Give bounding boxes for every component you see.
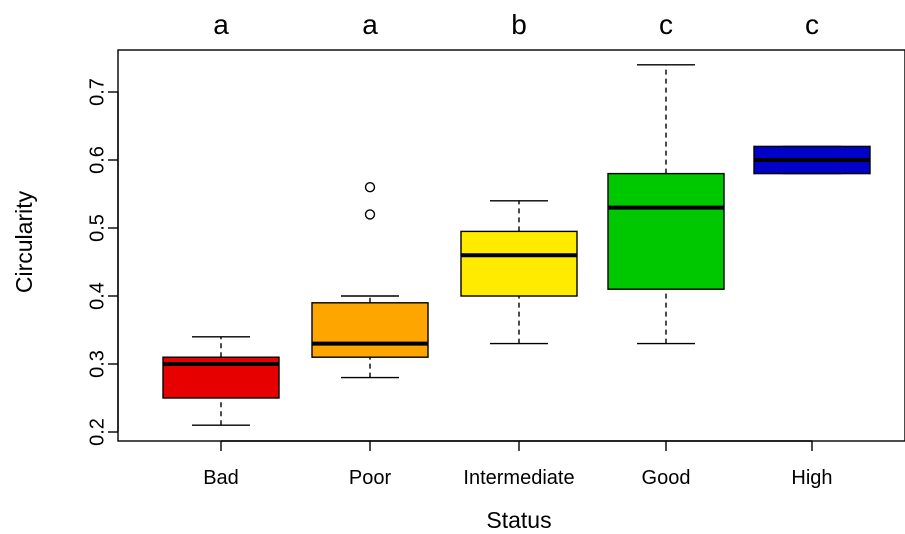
group-letter: c	[805, 9, 819, 40]
y-ticks: 0.2 0.3 0.4 0.5 0.6 0.7	[86, 78, 118, 446]
y-tick-label: 0.4	[86, 282, 108, 310]
y-tick-label: 0.5	[86, 214, 108, 242]
outlier-point	[364, 209, 376, 220]
x-axis-title: Status	[486, 507, 551, 533]
x-tick-label: Poor	[349, 467, 392, 489]
y-tick-label: 0.3	[86, 350, 108, 378]
x-tick-label: Bad	[203, 467, 239, 489]
box-rect	[311, 302, 429, 358]
box-rect	[607, 172, 725, 290]
group-letter: c	[659, 9, 673, 40]
y-axis-title: Circularity	[11, 190, 37, 293]
group-letter: b	[511, 9, 527, 40]
group-letter: a	[213, 9, 229, 40]
box-high	[753, 145, 871, 175]
box-groups	[162, 64, 871, 426]
box-poor	[311, 181, 429, 379]
outlier-point	[364, 181, 376, 193]
y-tick-label: 0.6	[86, 146, 108, 174]
y-tick-label: 0.7	[86, 78, 108, 106]
box-bad	[162, 336, 280, 426]
x-tick-label: High	[791, 467, 832, 489]
x-tick-label: Good	[642, 467, 691, 489]
group-letter: a	[362, 9, 378, 40]
x-ticks: Bad Poor Intermediate Good High	[203, 441, 833, 489]
box-rect	[460, 230, 578, 297]
x-tick-label: Intermediate	[463, 467, 574, 489]
box-intermediate	[460, 200, 578, 345]
y-tick-label: 0.2	[86, 418, 108, 446]
box-good	[607, 64, 725, 345]
